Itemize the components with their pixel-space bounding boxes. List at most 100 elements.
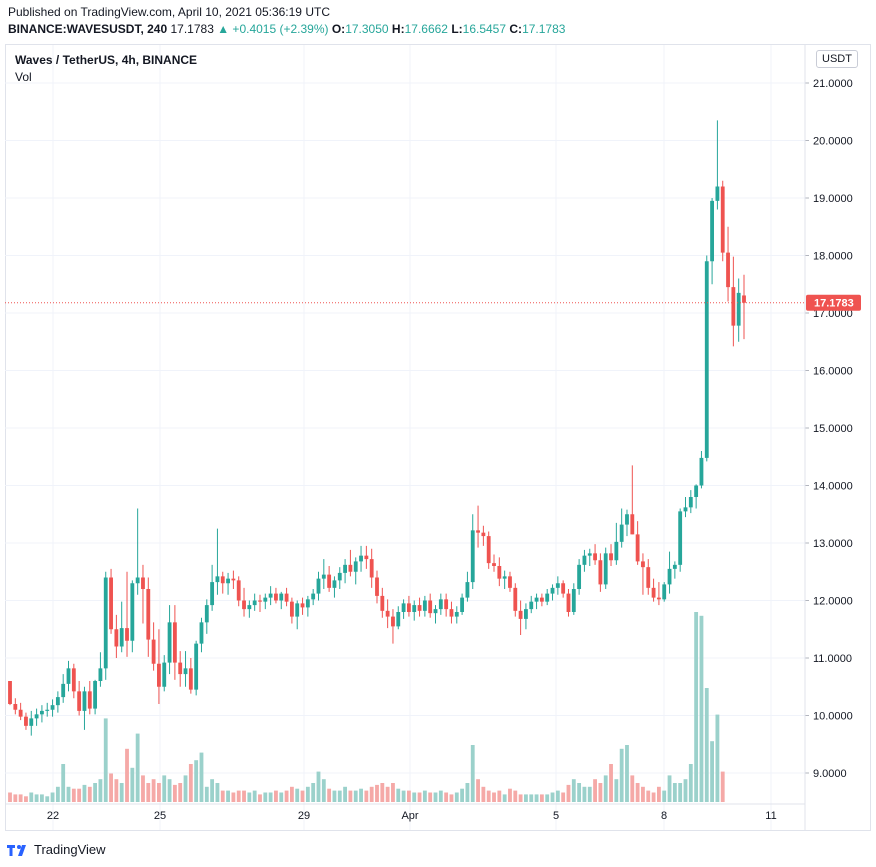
volume-bar <box>258 794 262 802</box>
volume-bar <box>295 788 300 802</box>
candle-body <box>630 514 635 535</box>
candle-body <box>236 580 241 601</box>
volume-bar <box>61 764 66 802</box>
candle-body <box>508 576 512 588</box>
volume-bar <box>694 612 699 802</box>
candle-body <box>364 555 369 560</box>
volume-bar <box>343 786 348 802</box>
candle-body <box>380 595 385 611</box>
volume-bar <box>252 790 257 802</box>
candle-body <box>146 589 151 640</box>
candle-body <box>332 580 337 588</box>
candle-body <box>93 681 98 709</box>
volume-bar <box>109 773 113 802</box>
volume-bar <box>167 779 172 802</box>
volume-bar <box>401 790 406 802</box>
volume-bar <box>524 794 528 802</box>
volume-bar <box>348 790 353 802</box>
volume-bar <box>231 792 236 802</box>
volume-bar <box>263 792 268 802</box>
volume-bar <box>587 786 592 802</box>
x-tick-label: 22 <box>47 810 59 822</box>
candle-body <box>401 603 406 612</box>
candle-body <box>300 603 305 608</box>
volume-bar <box>172 784 177 802</box>
candle-body <box>204 605 209 623</box>
high-value: 17.6662 <box>404 22 448 36</box>
volume-bar <box>656 786 661 802</box>
candle-body <box>231 578 236 581</box>
y-tick-label: 20.0000 <box>813 136 853 148</box>
candle-body <box>720 186 725 253</box>
volume-bar <box>93 783 98 802</box>
candle-body <box>736 292 741 326</box>
tradingview-footer[interactable]: TradingView <box>6 842 106 857</box>
volume-bar <box>45 796 50 802</box>
y-tick-label: 17.0000 <box>813 308 853 320</box>
published-line: Published on TradingView.com, April 10, … <box>8 5 330 19</box>
volume-bar <box>39 794 44 802</box>
volume-bar <box>226 790 230 802</box>
candle-body <box>375 577 379 596</box>
candle-body <box>641 561 645 568</box>
candle-body <box>710 200 715 262</box>
candle-body <box>55 697 60 706</box>
currency-badge[interactable]: USDT <box>816 50 858 68</box>
volume-bar <box>82 784 87 802</box>
candle-body <box>274 593 278 601</box>
volume-bar <box>630 775 635 802</box>
candle-body <box>13 704 18 710</box>
candle-body <box>534 597 539 602</box>
candle-body <box>571 589 576 612</box>
candle-body <box>337 572 342 581</box>
candle-body <box>141 577 145 589</box>
x-tick-label: Apr <box>401 810 418 822</box>
low-label: L: <box>451 22 463 36</box>
chart-frame[interactable] <box>5 44 871 831</box>
candle-body <box>311 593 316 600</box>
candle-body <box>258 600 262 602</box>
volume-bar <box>157 783 161 802</box>
candle-body <box>625 514 629 525</box>
candle-body <box>492 563 496 566</box>
candle-body <box>316 578 321 594</box>
candle-body <box>178 662 183 675</box>
candle-body <box>263 597 268 602</box>
candle-body <box>45 709 50 711</box>
volume-legend: Vol <box>15 70 32 84</box>
volume-bar <box>247 792 252 802</box>
candle-body <box>603 553 608 585</box>
candle-body <box>694 485 699 497</box>
candle-body <box>359 555 363 562</box>
open-label: O: <box>331 22 346 36</box>
close-value: 17.1783 <box>522 22 566 36</box>
volume-bar <box>146 783 151 802</box>
volume-bar <box>710 741 715 802</box>
volume-bar <box>492 792 496 802</box>
candle-body <box>82 691 87 711</box>
candle-body <box>524 609 528 619</box>
volume-bar <box>688 764 693 802</box>
volume-bar <box>151 779 156 802</box>
high-label: H: <box>391 22 405 36</box>
volume-bar <box>593 779 597 802</box>
volume-bar <box>316 771 321 802</box>
close-label: C: <box>509 22 523 36</box>
volume-bar <box>141 775 145 802</box>
volume-bar <box>412 792 417 802</box>
candle-body <box>194 643 199 690</box>
volume-bar <box>678 783 683 802</box>
volume-bar <box>422 790 427 802</box>
volume-bar <box>513 790 518 802</box>
y-tick-label: 15.0000 <box>813 423 853 435</box>
candle-body <box>391 616 395 627</box>
volume-bar <box>274 790 278 802</box>
volume-bar <box>215 783 220 802</box>
candle-body <box>518 610 523 619</box>
candle-body <box>295 603 300 617</box>
volume-bar <box>672 783 677 802</box>
x-tick-label: 11 <box>765 810 776 822</box>
candle-body <box>593 553 597 561</box>
candle-body <box>715 186 720 201</box>
